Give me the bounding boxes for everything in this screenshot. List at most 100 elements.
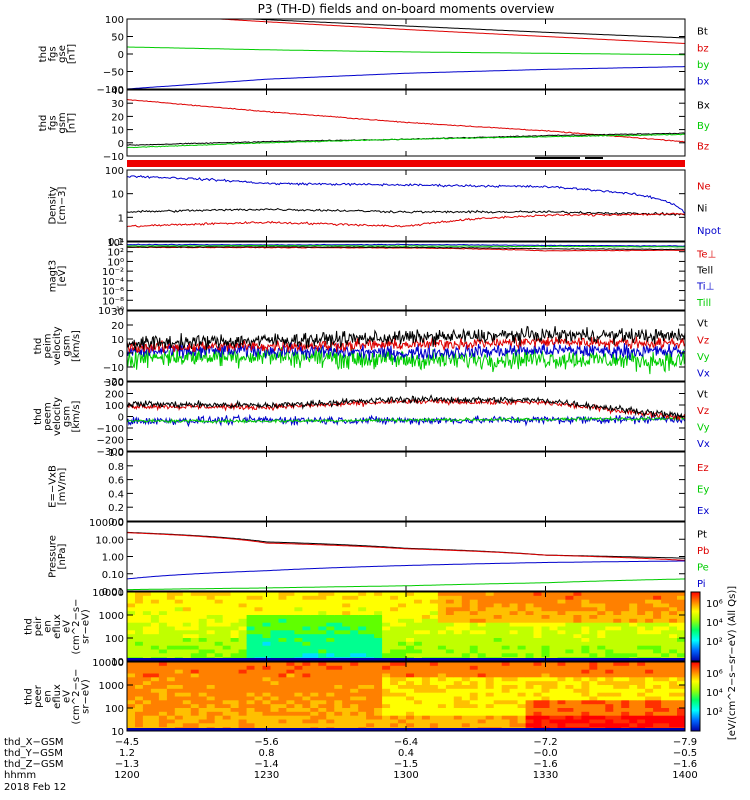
heatmap-cell [533,592,542,597]
heatmap-cell [581,662,590,667]
heatmap-cell [541,630,550,635]
heatmap-cell [318,622,327,627]
heatmap-cell [398,723,407,728]
heatmap-cell [294,626,303,631]
heatmap-cell [461,696,471,701]
heatmap-cell [238,700,248,705]
y-tick-label: 20 [111,321,124,332]
heatmap-cell [605,599,614,604]
heatmap-cell [127,595,136,601]
heatmap-cell [669,630,678,635]
heatmap-cell [469,611,479,616]
heatmap-cell [135,599,144,604]
heatmap-cell [421,665,431,671]
heatmap-cell [533,645,542,650]
heatmap-cell [390,673,399,678]
heatmap-cell [493,607,503,612]
heatmap-cell [406,708,415,713]
heatmap-cell [270,630,279,635]
heatmap-cell [262,618,271,624]
heatmap-cell [461,711,471,717]
heatmap-cell [230,723,240,728]
heatmap-cell [541,645,550,650]
heatmap-cell [358,611,367,616]
y-axis-label: [cm−3] [57,187,68,225]
heatmap-cell [206,618,216,624]
heatmap-cell [589,723,598,728]
heatmap-cell [174,622,184,627]
heatmap-cell [358,711,367,717]
panel-peir_eflux: 10000100010010thdpeirenefluxeV(cm^2−s−sr… [24,588,686,668]
heatmap-cell [645,618,654,624]
heatmap-cell [342,649,351,654]
heatmap-cell [557,711,566,717]
axis-row-label: thd_X−GSM [4,737,64,748]
heatmap-cell [158,595,168,601]
heatmap-cell [565,626,574,631]
heatmap-cell [214,662,224,667]
heatmap-cell [661,607,670,612]
heatmap-cell [398,618,407,624]
legend-label-Tell: Tell [696,266,713,277]
heatmap-cell [190,715,200,720]
heatmap-cell [477,700,487,705]
heatmap-cell [182,662,192,667]
heatmap-cell [613,592,622,597]
heatmap-cell [398,665,407,671]
heatmap-cell [453,669,463,674]
heatmap-cell [533,708,542,713]
heatmap-cell [294,607,303,612]
heatmap-cell [629,638,638,643]
heatmap-cell [525,708,535,713]
heatmap-cell [150,715,160,720]
colorbar-tick-label: 10² [706,637,723,648]
heatmap-cell [414,615,423,620]
heatmap-cell [135,615,144,620]
heatmap-cell [318,595,327,601]
heatmap-cell [661,592,670,597]
heatmap-cell [382,662,391,667]
heatmap-cell [613,669,622,674]
heatmap-cell [230,665,240,671]
heatmap-cell [509,603,519,608]
heatmap-cell [326,688,335,694]
heatmap-cell [334,595,343,601]
heatmap-cell [350,603,359,608]
axis-row-value: −1.6 [673,759,697,770]
heatmap-cell [469,626,479,631]
heatmap-cell [653,662,662,667]
heatmap-cell [127,649,136,654]
heatmap-cell [461,673,471,678]
heatmap-cell [677,692,686,697]
heatmap-cell [254,626,263,631]
legend-label-Vt: Vt [697,390,708,401]
heatmap-cell [533,662,542,667]
heatmap-cell [445,599,455,604]
heatmap-cell [390,641,399,647]
heatmap-cell [414,622,423,627]
heatmap-cell [621,645,630,650]
heatmap-cell [677,622,686,627]
heatmap-cell [509,615,519,620]
heatmap-cell [517,634,527,639]
heatmap-cell [525,715,535,720]
heatmap-cell [477,704,487,709]
heatmap-cell [445,673,455,678]
heatmap-cell [605,626,614,631]
heatmap-cell [469,700,479,705]
heatmap-cell [326,653,335,658]
heatmap-cell [174,607,184,612]
heatmap-cell [366,603,375,608]
series-line-Pb [127,532,685,561]
heatmap-cell [398,685,407,690]
heatmap-cell [613,634,622,639]
heatmap-cell [182,626,192,631]
heatmap-cell [637,711,646,717]
heatmap-cell [605,630,614,635]
heatmap-cell [198,708,208,713]
heatmap-cell [374,626,383,631]
heatmap-cell [669,708,678,713]
heatmap-cell [549,592,558,597]
heatmap-cell [262,645,271,650]
heatmap-cell [382,634,391,639]
